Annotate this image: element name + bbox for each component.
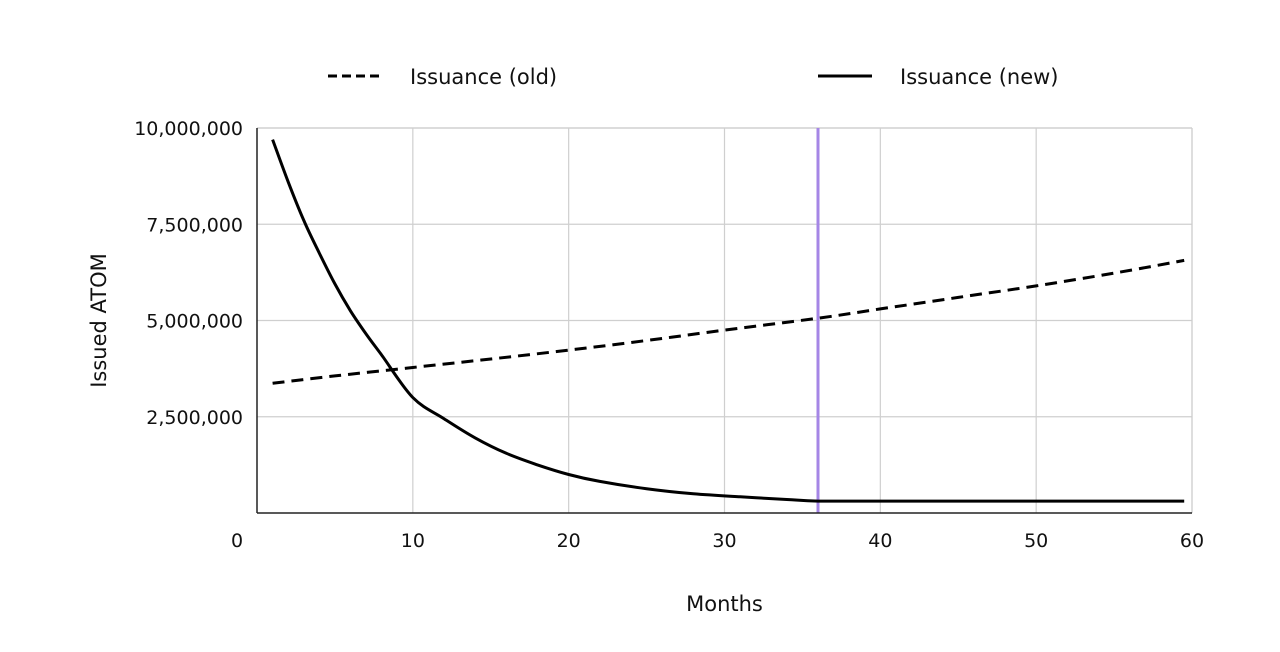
x-tick-label: 10 (401, 530, 425, 552)
y-tick-labels: 2,500,000 5,000,000 7,500,000 10,000,000 (134, 118, 243, 429)
x-tick-labels: 0 10 20 30 40 50 60 (231, 530, 1204, 552)
axes (256, 128, 1192, 514)
x-axis-title: Months (686, 592, 763, 616)
x-tick-label: 60 (1180, 530, 1204, 552)
grid (257, 127, 1193, 513)
y-tick-label: 5,000,000 (146, 311, 243, 333)
x-tick-label: 40 (868, 530, 892, 552)
legend-label: Issuance (new) (900, 65, 1059, 89)
x-tick-label: 30 (712, 530, 736, 552)
x-tick-label: 0 (231, 530, 243, 552)
y-axis-title: Issued ATOM (87, 253, 111, 388)
series-layer (271, 139, 1185, 503)
y-tick-label: 2,500,000 (146, 407, 243, 429)
x-tick-label: 50 (1024, 530, 1048, 552)
series-line-old (272, 258, 1185, 385)
series-line-new (271, 139, 1185, 503)
legend-item-old: Issuance (old) (328, 65, 557, 89)
plot-frame (257, 127, 1193, 513)
legend: Issuance (old) Issuance (new) (328, 65, 1059, 89)
x-tick-label: 20 (557, 530, 581, 552)
legend-item-new: Issuance (new) (818, 65, 1059, 89)
legend-label: Issuance (old) (410, 65, 557, 89)
y-tick-label: 10,000,000 (134, 118, 243, 140)
y-tick-label: 7,500,000 (146, 214, 243, 236)
